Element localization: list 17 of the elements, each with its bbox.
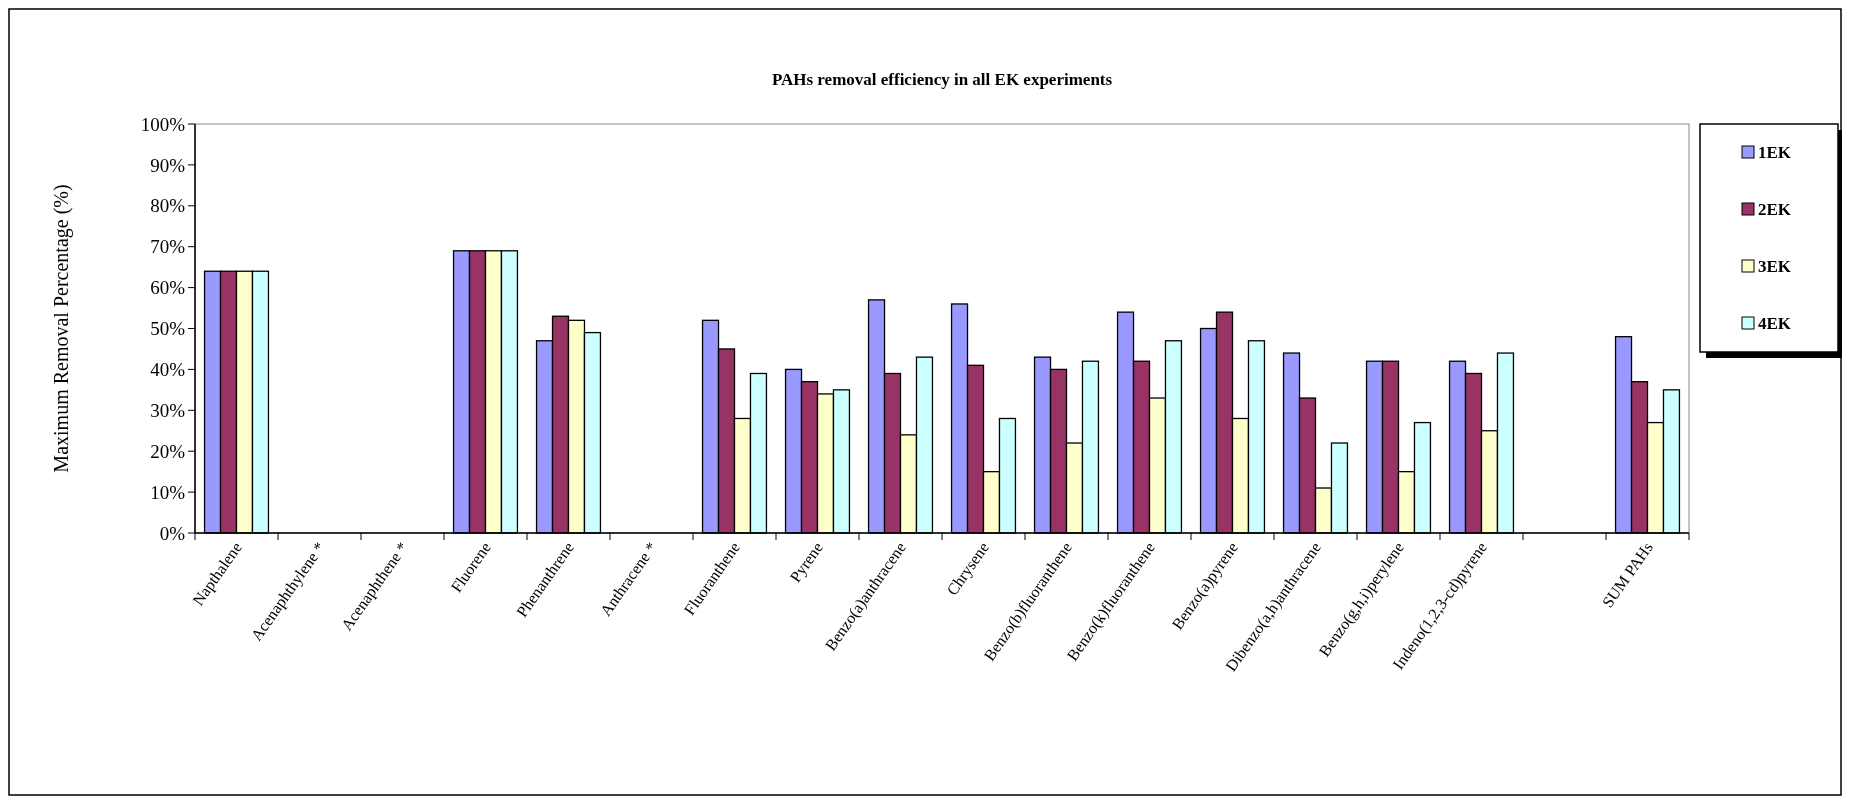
y-tick-label: 30% xyxy=(150,399,186,421)
legend-label: 4EK xyxy=(1758,313,1792,333)
y-tick-label: 40% xyxy=(150,359,186,381)
y-tick-label: 0% xyxy=(159,522,186,544)
y-tick-label: 20% xyxy=(150,440,186,462)
y-tick-label: 70% xyxy=(150,236,186,258)
legend-label: 2EK xyxy=(1758,199,1792,219)
y-tick-label: 10% xyxy=(150,481,186,503)
y-tick-label: 80% xyxy=(150,195,186,217)
legend-label: 1EK xyxy=(1758,142,1792,162)
y-tick-label: 100% xyxy=(140,113,186,135)
y-axis-title: Maximum Removal Percentage (%) xyxy=(50,184,73,473)
legend-label: 3EK xyxy=(1758,256,1792,276)
y-tick-label: 50% xyxy=(150,318,186,340)
chart-title: PAHs removal efficiency in all EK experiments xyxy=(771,70,1113,89)
y-tick-label: 60% xyxy=(150,277,186,299)
y-tick-label: 90% xyxy=(150,154,186,176)
